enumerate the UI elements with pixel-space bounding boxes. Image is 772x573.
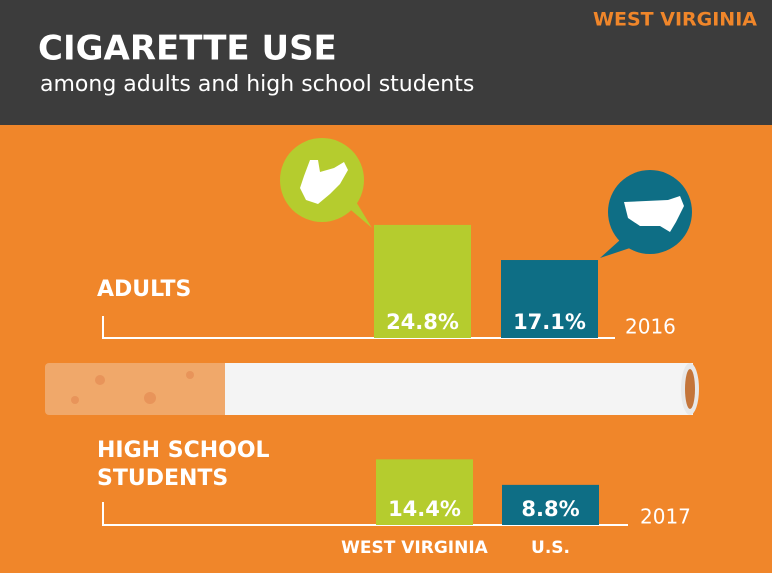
cigarette [45,363,699,415]
bar [502,484,599,525]
category-label: U.S. [531,538,570,558]
panel-title: ADULTS [97,277,192,302]
subtitle: among adults and high school students [40,72,474,97]
category-label: WEST VIRGINIA [341,538,489,558]
bar [376,459,473,525]
value-label: 24.8% [386,310,459,334]
panel-title: HIGH SCHOOL STUDENTS [97,438,270,491]
title: CIGARETTE USE [38,29,337,69]
value-label: 17.1% [513,310,586,334]
wv-bubble [280,138,372,228]
header-band [0,0,772,125]
value-label: 8.8% [521,497,579,521]
year-label: 2016 [625,315,676,339]
us-bubble [600,170,692,258]
value-label: 14.4% [388,497,461,521]
year-label: 2017 [640,505,691,529]
state-label: WEST VIRGINIA [593,9,757,31]
bar [501,260,598,338]
bar [374,224,471,338]
